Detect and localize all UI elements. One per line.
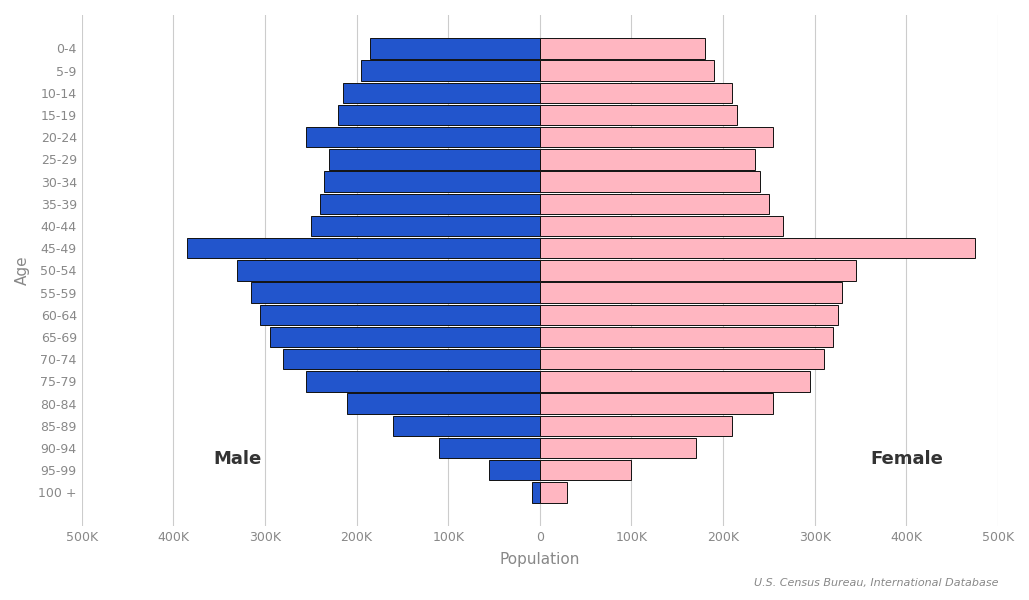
Bar [540, 283, 842, 303]
Text: Female: Female [870, 450, 943, 468]
Bar [540, 38, 705, 59]
Bar [339, 105, 540, 125]
Bar [260, 305, 540, 325]
Bar [270, 327, 540, 347]
Bar [540, 105, 737, 125]
Text: U.S. Census Bureau, International Database: U.S. Census Bureau, International Databa… [753, 578, 998, 588]
Bar [187, 238, 540, 259]
Bar [540, 394, 774, 414]
Bar [307, 127, 540, 148]
Bar [540, 371, 810, 392]
Bar [540, 127, 774, 148]
Bar [540, 438, 696, 458]
Bar [540, 327, 833, 347]
Bar [490, 460, 540, 481]
Bar [540, 260, 856, 281]
Bar [540, 194, 769, 214]
Bar [540, 416, 733, 436]
Bar [320, 194, 540, 214]
Bar [238, 260, 540, 281]
X-axis label: Population: Population [500, 552, 580, 567]
Bar [540, 460, 632, 481]
Bar [348, 394, 540, 414]
Bar [251, 283, 540, 303]
Bar [361, 61, 540, 81]
Bar [283, 349, 540, 370]
Y-axis label: Age: Age [15, 256, 30, 285]
Bar [540, 305, 838, 325]
Bar [540, 61, 714, 81]
Bar [540, 83, 733, 103]
Bar [540, 149, 755, 170]
Bar [393, 416, 540, 436]
Bar [532, 482, 540, 503]
Bar [307, 371, 540, 392]
Bar [329, 149, 540, 170]
Bar [540, 216, 783, 236]
Bar [540, 172, 759, 192]
Bar [311, 216, 540, 236]
Bar [540, 349, 824, 370]
Bar [540, 238, 975, 259]
Text: Male: Male [213, 450, 261, 468]
Bar [540, 482, 567, 503]
Bar [343, 83, 540, 103]
Bar [370, 38, 540, 59]
Bar [324, 172, 540, 192]
Bar [439, 438, 540, 458]
